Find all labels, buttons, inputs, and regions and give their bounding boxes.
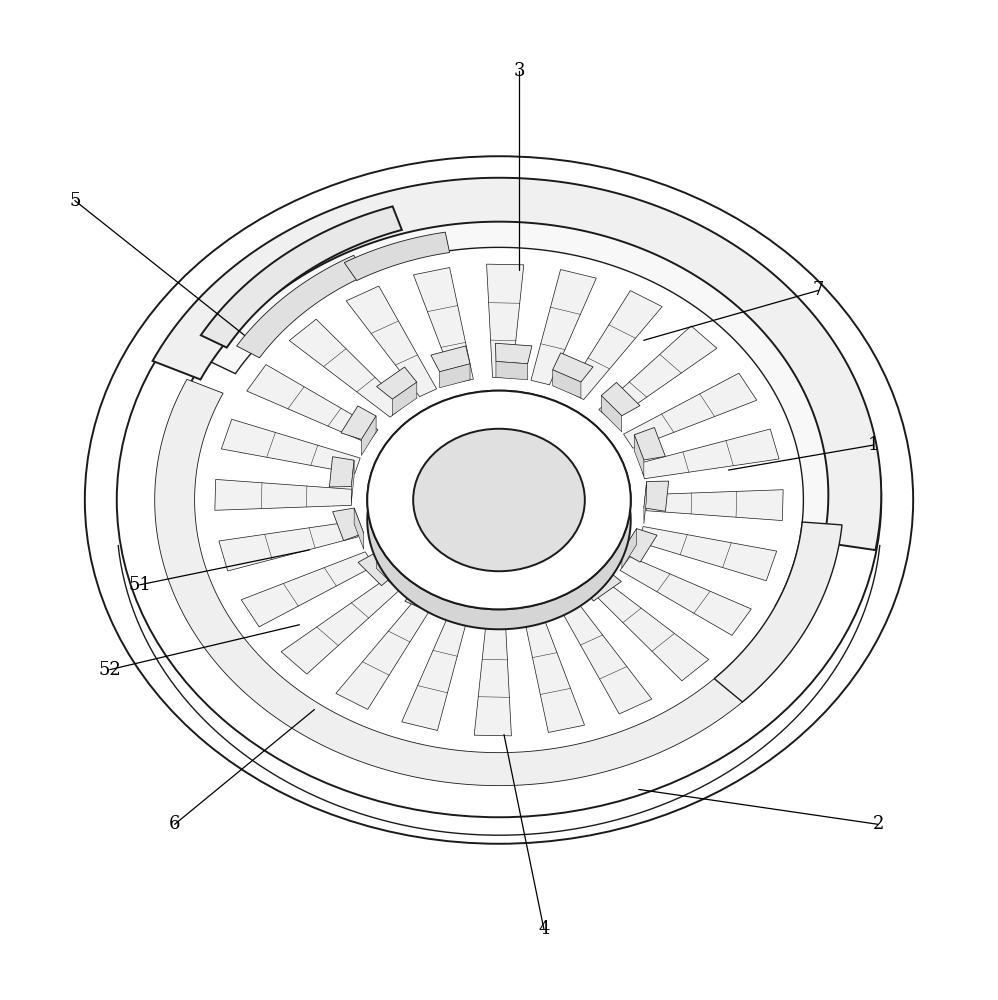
Polygon shape [635,427,666,460]
Polygon shape [644,481,669,511]
Polygon shape [417,586,445,614]
Polygon shape [495,343,532,364]
Text: 51: 51 [129,576,151,594]
Polygon shape [581,569,606,602]
Ellipse shape [413,429,585,571]
Ellipse shape [160,218,838,782]
Polygon shape [528,596,567,622]
Polygon shape [553,353,593,382]
Polygon shape [219,521,358,571]
Polygon shape [474,622,511,736]
Polygon shape [601,382,640,416]
Polygon shape [281,579,399,674]
Polygon shape [567,291,662,400]
Polygon shape [599,326,717,421]
Text: 2: 2 [872,815,884,833]
Polygon shape [622,529,637,568]
Polygon shape [635,435,644,476]
Ellipse shape [117,183,881,817]
Polygon shape [466,604,503,625]
Polygon shape [624,373,756,448]
Ellipse shape [367,391,631,609]
Polygon shape [289,319,404,417]
Polygon shape [620,557,751,635]
Text: 4: 4 [538,920,550,938]
Polygon shape [332,508,363,541]
Polygon shape [153,178,881,550]
Text: 1: 1 [867,436,879,454]
Polygon shape [336,600,431,709]
Polygon shape [553,370,581,398]
Text: 3: 3 [513,62,525,80]
Polygon shape [715,522,842,702]
Polygon shape [496,361,528,380]
Polygon shape [402,615,467,730]
Polygon shape [346,286,436,397]
Polygon shape [351,460,354,503]
Polygon shape [470,604,502,623]
Text: 7: 7 [812,281,824,299]
Polygon shape [215,479,352,510]
Polygon shape [581,569,622,601]
Polygon shape [237,255,366,358]
Polygon shape [413,268,473,383]
Polygon shape [644,481,647,524]
Polygon shape [242,552,374,627]
Ellipse shape [367,391,631,609]
Polygon shape [206,218,838,619]
Polygon shape [201,206,402,348]
Polygon shape [594,583,709,681]
Polygon shape [354,508,363,549]
Polygon shape [376,367,417,399]
Polygon shape [376,552,397,588]
Polygon shape [525,617,585,732]
Polygon shape [367,500,631,629]
Ellipse shape [85,156,913,844]
Polygon shape [431,346,470,372]
Polygon shape [528,596,558,620]
Polygon shape [329,457,354,487]
Ellipse shape [413,429,585,571]
Polygon shape [622,529,657,562]
Polygon shape [601,396,622,432]
Polygon shape [638,527,776,581]
Polygon shape [344,232,450,281]
Polygon shape [247,365,378,443]
Polygon shape [222,419,360,473]
Polygon shape [155,379,762,786]
Polygon shape [358,552,397,586]
Polygon shape [341,406,376,439]
Polygon shape [562,603,652,714]
Polygon shape [487,264,524,378]
Polygon shape [361,416,376,455]
Text: 5: 5 [69,192,81,210]
Text: 52: 52 [99,661,121,679]
Polygon shape [392,382,417,415]
Polygon shape [405,586,445,615]
Text: 6: 6 [169,815,181,833]
Polygon shape [640,429,779,479]
Polygon shape [646,490,783,521]
Polygon shape [531,270,596,385]
Polygon shape [440,364,470,388]
